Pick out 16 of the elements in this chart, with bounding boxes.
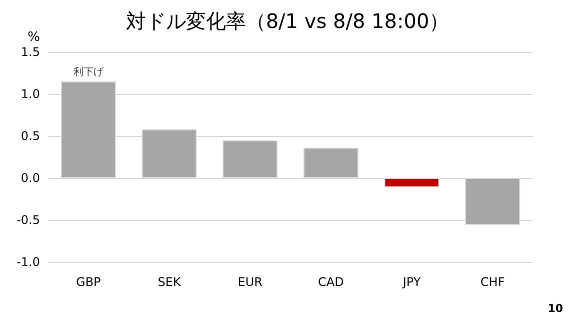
- chart-title: 対ドル変化率（8/1 vs 8/8 18:00）: [126, 9, 450, 33]
- annotation: 利下げ: [73, 66, 104, 78]
- x-tick-label: EUR: [238, 275, 262, 289]
- x-tick-label: CAD: [318, 275, 344, 289]
- y-tick-label: 1.5: [20, 45, 40, 59]
- x-tick-label: SEK: [158, 275, 182, 289]
- x-tick-label: JPY: [402, 275, 422, 289]
- y-tick-label: -0.5: [16, 213, 40, 227]
- y-tick-label: 1.0: [20, 87, 40, 101]
- x-tick-label: GBP: [76, 275, 101, 289]
- text: 10: [548, 302, 564, 315]
- y-tick-label: 0.5: [20, 129, 40, 143]
- x-tick-label: CHF: [480, 275, 505, 289]
- y-axis-title: %: [28, 30, 40, 45]
- y-tick-label: 0.0: [20, 171, 40, 185]
- y-tick-label: -1.0: [16, 255, 40, 269]
